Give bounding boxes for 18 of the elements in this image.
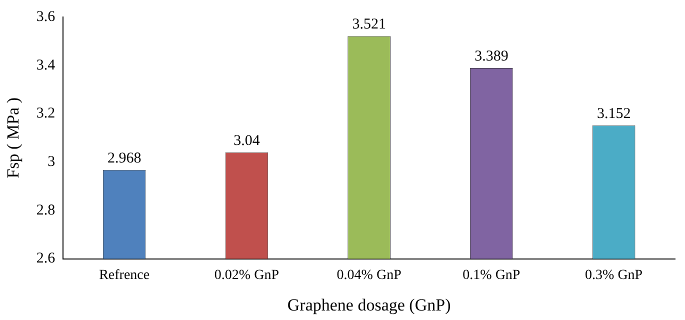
x-tick-label: Refrence: [99, 268, 150, 283]
data-label: 3.04: [234, 132, 260, 149]
data-label: 3.389: [474, 48, 508, 64]
y-tick-label: 3.2: [36, 106, 56, 122]
x-tick-label: 0.1% GnP: [462, 268, 520, 283]
data-label: 3.521: [352, 16, 386, 33]
y-tick-label: 2.6: [36, 250, 56, 267]
y-tick-label: 2.8: [36, 202, 56, 218]
x-tick-label: 0.02% GnP: [214, 268, 280, 283]
x-axis-title: Graphene dosage (GnP): [287, 295, 451, 314]
y-tick-label: 3.4: [36, 57, 56, 74]
y-axis-title: Fsp ( MPa ): [4, 98, 23, 178]
data-label: 3.152: [596, 106, 631, 122]
y-tick-label: 3: [48, 154, 56, 170]
x-tick-label: 0.04% GnP: [336, 268, 402, 283]
x-tick-label: 0.3% GnP: [585, 268, 643, 283]
data-label: 2.968: [107, 150, 142, 166]
y-tick-label: 3.6: [36, 8, 56, 25]
